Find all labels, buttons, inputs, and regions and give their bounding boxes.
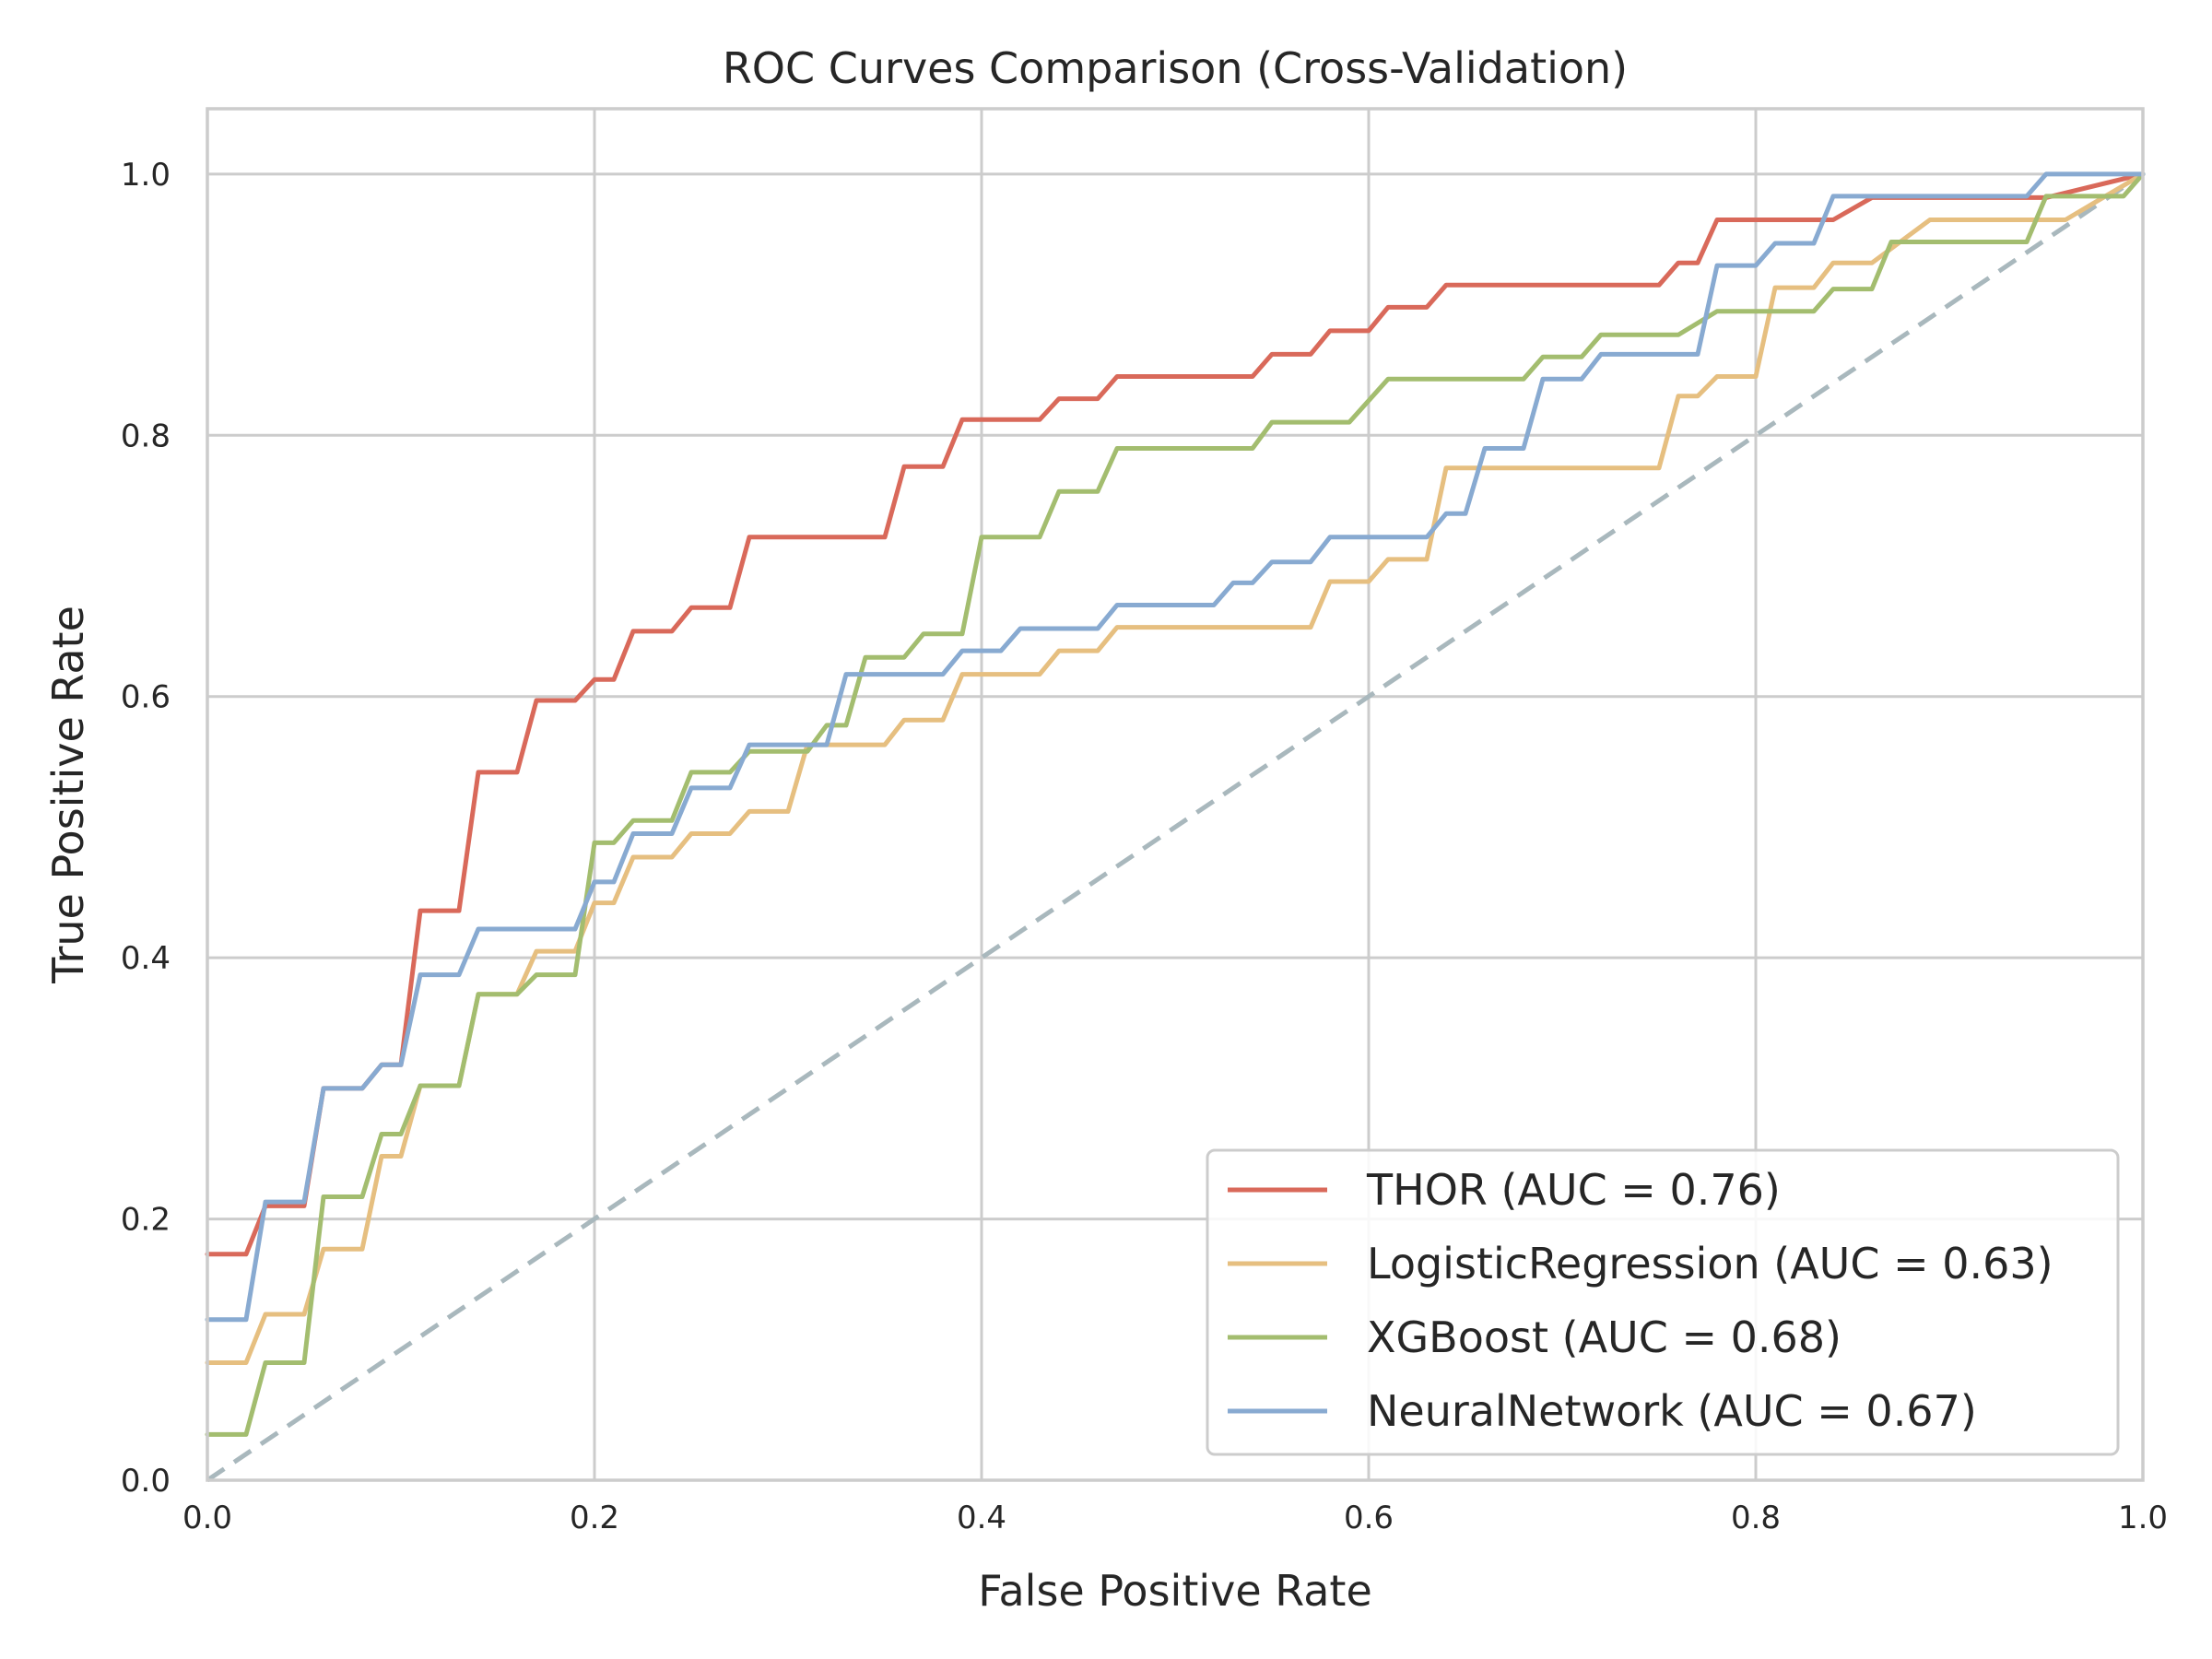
legend-label: XGBoost (AUC = 0.68) — [1367, 1312, 1841, 1362]
chance-line-group — [206, 171, 2145, 1483]
legend-box — [1206, 1148, 2120, 1456]
x-tick-label: 0.0 — [182, 1500, 232, 1536]
x-tick-labels: 0.0 0.2 0.4 0.6 0.8 1.0 — [182, 1500, 2168, 1536]
series-line-4 — [205, 171, 2146, 1323]
grid-lines — [206, 109, 2145, 1482]
x-tick-label: 0.2 — [570, 1500, 619, 1536]
x-axis-label: False Positive Rate — [978, 1566, 1372, 1616]
y-tick-label: 0.4 — [121, 940, 171, 977]
series-line-1 — [205, 171, 2146, 1257]
y-tick-labels: 0.0 0.2 0.4 0.6 0.8 1.0 — [121, 157, 171, 1500]
y-tick-label: 0.8 — [121, 418, 171, 454]
legend-label: LogisticRegression (AUC = 0.63) — [1367, 1239, 2053, 1288]
chance-line — [206, 171, 2145, 1483]
legend: THOR (AUC = 0.76) LogisticRegression (AUC… — [1206, 1148, 2120, 1456]
x-tick-label: 0.4 — [957, 1500, 1006, 1536]
x-tick-label: 0.8 — [1731, 1500, 1781, 1536]
y-tick-label: 0.0 — [121, 1463, 171, 1500]
y-tick-label: 1.0 — [121, 157, 171, 194]
y-tick-label: 0.2 — [121, 1202, 171, 1239]
legend-label: NeuralNetwork (AUC = 0.67) — [1367, 1386, 1977, 1436]
x-tick-label: 1.0 — [2118, 1500, 2168, 1536]
series-lines — [205, 171, 2146, 1437]
x-tick-label: 0.6 — [1344, 1500, 1394, 1536]
y-tick-label: 0.6 — [121, 679, 171, 716]
chart-title: ROC Curves Comparison (Cross-Validation) — [723, 43, 1628, 93]
plot-frame — [206, 107, 2145, 1482]
y-axis-label: True Positive Rate — [43, 606, 93, 984]
legend-label: THOR (AUC = 0.76) — [1366, 1165, 1781, 1215]
